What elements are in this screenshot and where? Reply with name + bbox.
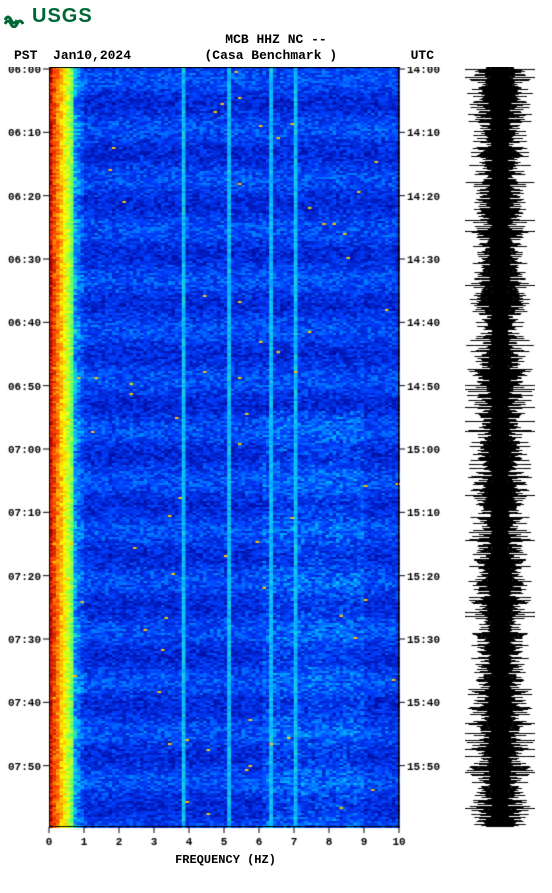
station-line: MCB HHZ NC -- [4,32,548,48]
wave-icon [4,4,28,28]
left-tz-label: PST Jan10,2024 [14,48,131,64]
right-tz-label: UTC [411,48,434,64]
spectrogram-canvas [4,67,447,857]
logo-text: USGS [32,5,93,28]
plot-header: MCB HHZ NC -- PST Jan10,2024 (Casa Bench… [4,32,548,63]
plot-area: FREQUENCY (HZ) [4,67,548,867]
site-line: (Casa Benchmark ) [205,48,338,64]
waveform-canvas [465,67,535,857]
usgs-logo: USGS [4,4,548,28]
